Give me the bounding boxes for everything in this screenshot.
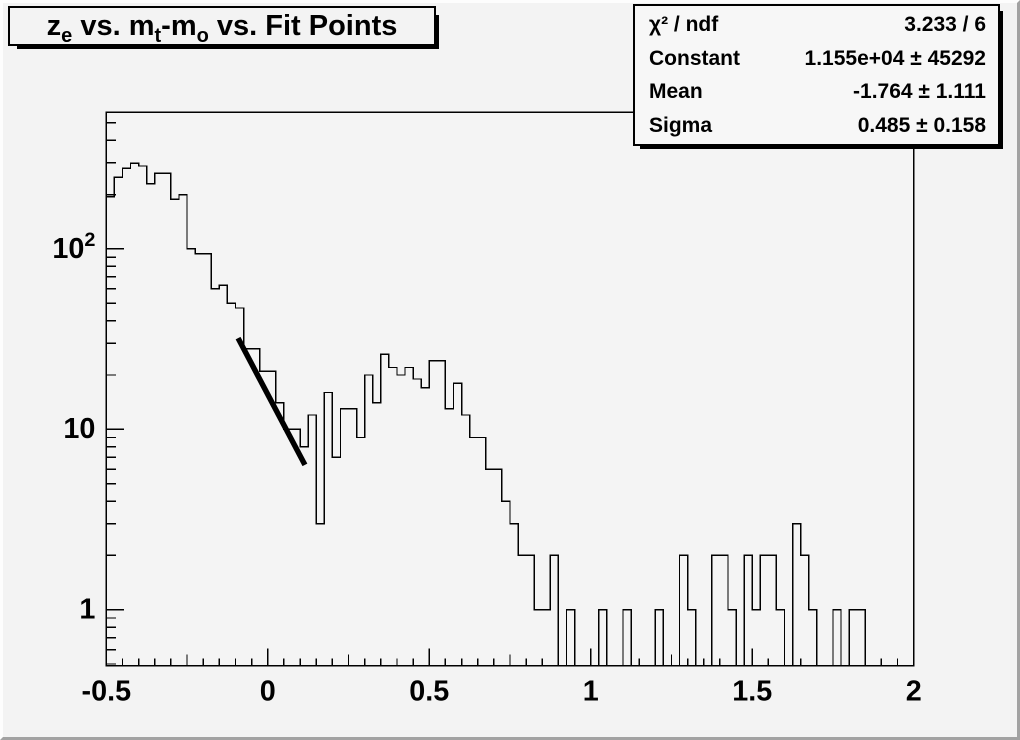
- x-axis-label: 1.5: [732, 675, 772, 707]
- stat-row-mean: Mean -1.764 ± 1.111: [635, 81, 998, 102]
- fit-stats-box: χ² / ndf 3.233 / 6 Constant 1.155e+04 ± …: [633, 4, 1000, 146]
- x-axis-label: 2: [906, 675, 922, 707]
- y-axis-label: 102: [52, 229, 95, 265]
- plot-title-box: ze vs. mt-mo vs. Fit Points: [8, 6, 436, 46]
- x-axis-label: 0: [260, 675, 276, 707]
- x-axis-label: 0.5: [409, 675, 449, 707]
- stat-label: χ² / ndf: [649, 13, 719, 37]
- stat-label: Constant: [649, 46, 740, 70]
- plot-frame: [106, 112, 914, 666]
- stat-value: -1.764 ± 1.111: [853, 80, 986, 104]
- x-axis-label: 1: [583, 675, 599, 707]
- stat-row-constant: Constant 1.155e+04 ± 45292: [635, 48, 998, 69]
- histogram-outline: [106, 162, 914, 667]
- y-axis-label: 10: [63, 413, 95, 445]
- plot-title: ze vs. mt-mo vs. Fit Points: [46, 9, 398, 47]
- stat-value: 3.233 / 6: [904, 13, 986, 37]
- plot-frame-border: [105, 111, 915, 667]
- stat-row-sigma: Sigma 0.485 ± 0.158: [635, 115, 998, 136]
- stat-value: 1.155e+04 ± 45292: [804, 46, 986, 70]
- stat-label: Mean: [649, 80, 703, 104]
- stat-row-chi2: χ² / ndf 3.233 / 6: [635, 14, 998, 35]
- stat-label: Sigma: [649, 113, 713, 137]
- stat-value: 0.485 ± 0.158: [857, 113, 986, 137]
- fit-line: [235, 336, 308, 467]
- x-axis-label: -0.5: [82, 675, 132, 707]
- histogram-plot: -0.5 0 0.5 1 1.5 2 1 10 102: [52, 111, 922, 707]
- y-axis-label: 1: [79, 594, 95, 626]
